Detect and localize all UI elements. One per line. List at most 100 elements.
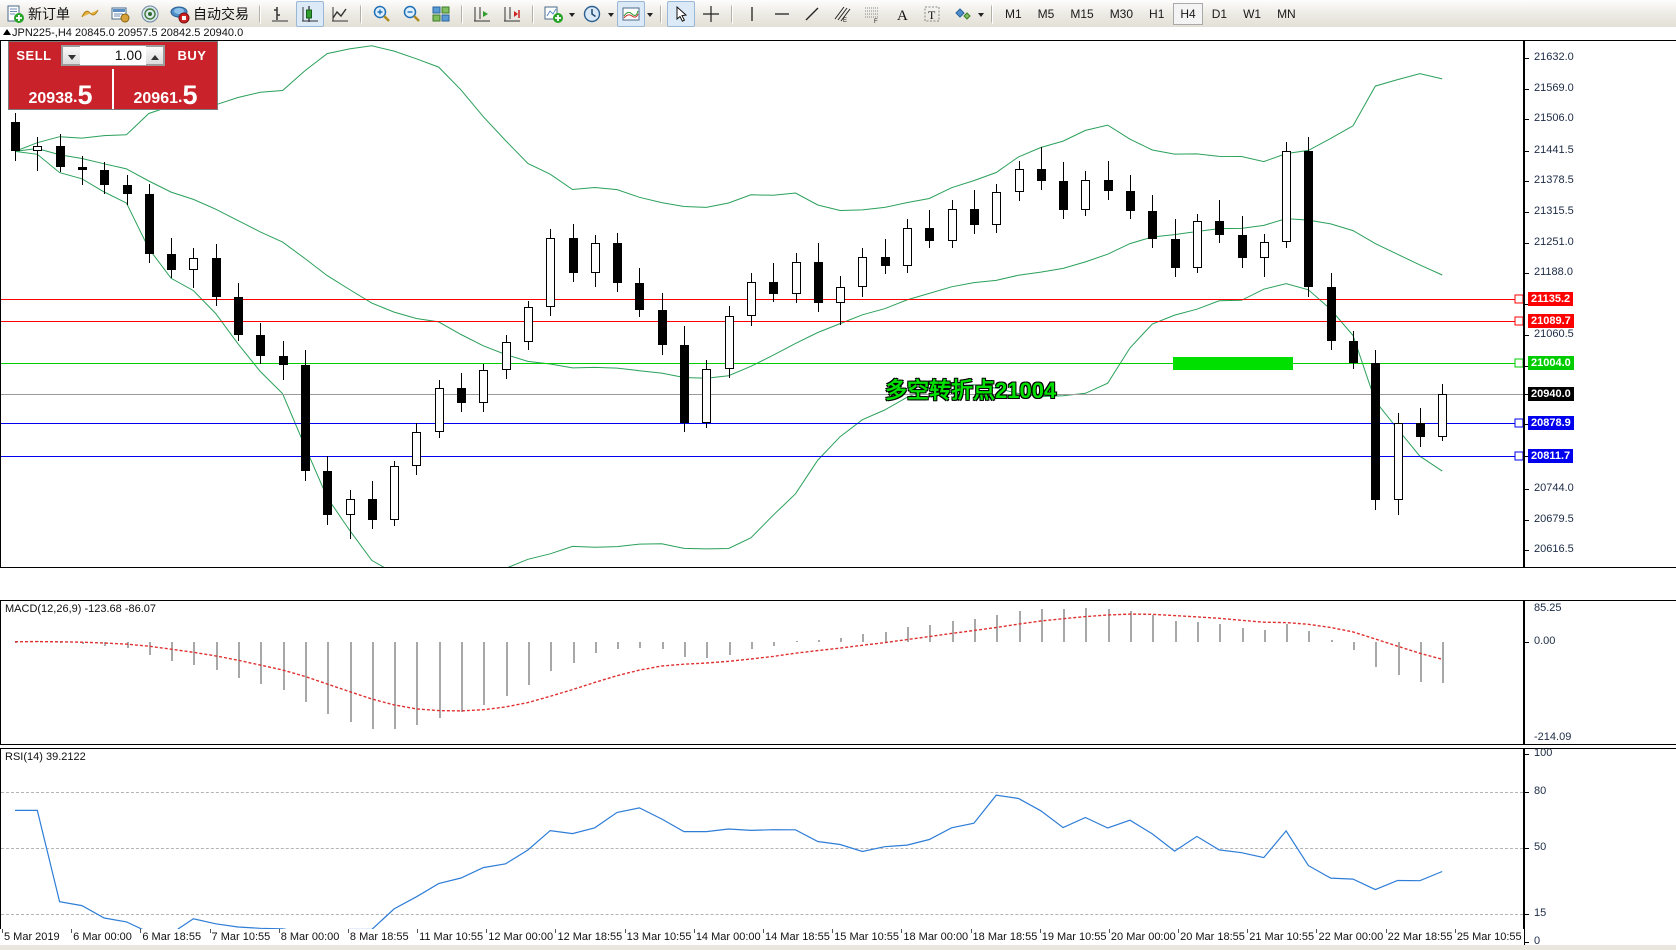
timeframe-M5[interactable]: M5	[1037, 6, 1055, 21]
tile-windows-button[interactable]	[427, 1, 455, 27]
macd-histogram-bar	[639, 641, 642, 648]
macd-histogram-bar	[907, 627, 909, 642]
rsi-tick-label: 100	[1534, 747, 1553, 759]
candle-body	[858, 257, 868, 288]
level-badge-pivot[interactable]: 21004.0	[1528, 355, 1574, 370]
bar-chart-icon	[270, 4, 290, 24]
shapes-dropdown-arrow[interactable]	[977, 4, 986, 24]
shapes-button[interactable]	[948, 1, 976, 27]
macd-histogram-bar	[527, 641, 530, 686]
macd-histogram-bar	[260, 641, 263, 685]
time-tick-label: 22 Mar 18:55	[1387, 931, 1453, 943]
timeframe-H1[interactable]: H1	[1149, 6, 1165, 21]
timeframe-W1[interactable]: W1	[1243, 6, 1262, 21]
templates-button[interactable]	[617, 0, 645, 27]
toolbar-separator	[731, 3, 732, 24]
timeframe-H4[interactable]: H4	[1173, 2, 1203, 25]
time-tick	[1108, 929, 1110, 933]
periods-dropdown-arrow[interactable]	[607, 4, 616, 24]
signals-button[interactable]	[136, 1, 164, 27]
cursor-button[interactable]	[667, 0, 695, 27]
rsi-plot-area[interactable]	[1, 749, 1523, 947]
candle-body	[1282, 151, 1292, 243]
sell-button[interactable]: 20938 . 5	[9, 69, 112, 109]
text-label-button[interactable]: A	[888, 1, 916, 27]
macd-histogram-bar	[238, 641, 240, 678]
level-badge-current-price[interactable]: 20940.0	[1528, 386, 1574, 401]
new-order-icon	[5, 4, 25, 24]
level-badge-resistance-2[interactable]: 21135.2	[1528, 292, 1574, 307]
charts-button[interactable]	[76, 1, 104, 27]
candle-body	[501, 342, 511, 371]
cursor-icon	[671, 4, 691, 24]
level-badge-support-1[interactable]: 20878.9	[1528, 416, 1574, 431]
macd-plot-area[interactable]	[1, 601, 1523, 744]
indicators-button[interactable]	[539, 1, 567, 27]
chart-shift-button[interactable]	[468, 1, 496, 27]
text-box-button[interactable]: T	[918, 1, 946, 27]
crosshair-icon	[701, 4, 721, 24]
time-tick	[1316, 929, 1318, 933]
macd-histogram-bar	[817, 639, 820, 642]
zoom-out-button[interactable]	[397, 1, 425, 27]
price-tick-label: 21632.0	[1534, 51, 1574, 64]
candle-body	[189, 257, 199, 270]
level-line-resistance-2[interactable]	[1, 299, 1523, 301]
equidistant-channel-button[interactable]: E	[828, 1, 856, 27]
vertical-line-button[interactable]	[738, 1, 766, 27]
level-line-resistance-1[interactable]	[1, 321, 1523, 323]
level-badge-support-2[interactable]: 20811.7	[1528, 448, 1574, 463]
timeframe-M15[interactable]: M15	[1070, 6, 1094, 21]
price-scale[interactable]: 21632.0 21569.0 21506.0 21441.5 21378.5 21315…	[1523, 41, 1676, 567]
time-tick-label: 14 Mar 18:55	[765, 931, 830, 943]
zoom-in-button[interactable]	[367, 1, 395, 27]
templates-dropdown-arrow[interactable]	[646, 4, 655, 24]
timeframe-D1[interactable]: D1	[1211, 6, 1228, 21]
periods-button[interactable]	[578, 1, 606, 27]
lot-size-value[interactable]: 1.00	[114, 47, 142, 63]
price-tick-label: 21060.5	[1534, 328, 1574, 341]
time-tick	[209, 929, 211, 933]
chart-title-text: JPN225-,H4 20845.0 20957.5 20842.5 20940…	[12, 27, 244, 39]
terminal-button[interactable]	[106, 1, 134, 27]
tick-mark	[1525, 550, 1529, 552]
level-line-current-price[interactable]	[1, 393, 1523, 395]
candle-body	[11, 122, 20, 152]
timeframe-MN[interactable]: MN	[1277, 6, 1296, 21]
buy-button[interactable]: 20961 . 5	[114, 69, 217, 109]
auto-scroll-button[interactable]	[498, 1, 526, 27]
level-handle-support-1[interactable]	[1514, 418, 1523, 428]
level-line-support-2[interactable]	[1, 455, 1523, 457]
level-handle-support-2[interactable]	[1514, 451, 1523, 461]
timeframe-M30[interactable]: M30	[1109, 6, 1134, 21]
macd-histogram-bar	[1375, 641, 1378, 668]
level-handle-resistance-2[interactable]	[1514, 294, 1523, 304]
status-bar	[0, 945, 1676, 950]
level-line-pivot[interactable]	[1, 362, 1523, 364]
line-chart-button[interactable]	[326, 1, 354, 27]
horizontal-line-button[interactable]	[768, 1, 796, 27]
one-click-trading-panel[interactable]: SELL 1.00 BUY 20938 . 5 20961 . 5	[8, 41, 218, 110]
auto-trading-button[interactable]: 自动交易	[166, 1, 253, 27]
level-handle-resistance-1[interactable]	[1514, 316, 1523, 326]
fibonacci-button[interactable]: F	[858, 1, 886, 27]
trendline-button[interactable]	[798, 1, 826, 27]
new-order-button[interactable]: 新订单	[1, 1, 74, 27]
price-plot-area[interactable]: 多空转折点21004	[1, 41, 1523, 567]
price-tick-label: 21506.0	[1534, 112, 1574, 125]
lot-increase-button[interactable]	[146, 46, 164, 65]
level-badge-resistance-1[interactable]: 21089.7	[1528, 314, 1574, 329]
main-toolbar: 新订单	[0, 0, 1676, 28]
level-handle-pivot[interactable]	[1514, 358, 1523, 368]
timeframe-M1[interactable]: M1	[1005, 6, 1022, 21]
chart-restore-icon[interactable]	[3, 29, 11, 35]
bar-chart-button[interactable]	[266, 1, 294, 27]
crosshair-button[interactable]	[697, 1, 725, 27]
indicators-dropdown-arrow[interactable]	[568, 4, 577, 24]
tick-mark	[1525, 913, 1529, 915]
lot-decrease-button[interactable]	[62, 46, 80, 65]
candlestick-chart-button[interactable]	[296, 0, 324, 27]
lot-size-stepper[interactable]: 1.00	[61, 45, 165, 66]
level-line-support-1[interactable]	[1, 423, 1523, 425]
rsi-tick-label: 50	[1534, 841, 1547, 853]
